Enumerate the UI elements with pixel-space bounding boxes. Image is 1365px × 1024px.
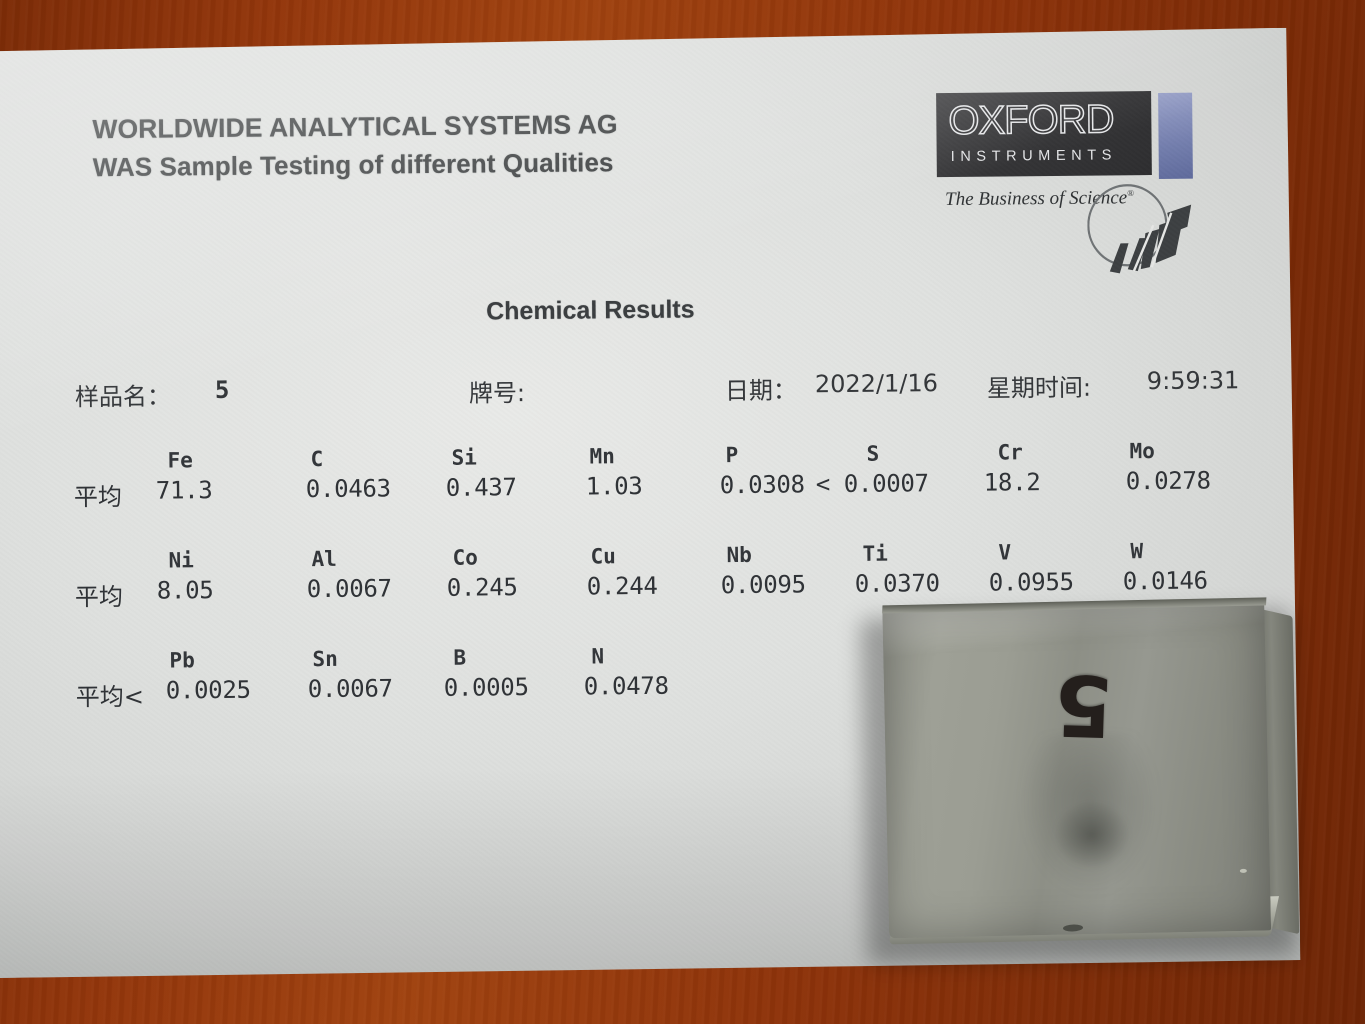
symbol-ti: Ti xyxy=(862,541,888,566)
symbol-cr: Cr xyxy=(997,440,1023,465)
sample-name-value: 5 xyxy=(214,375,230,405)
section-title: Chemical Results xyxy=(486,295,695,326)
symbol-pb: Pb xyxy=(169,648,195,673)
oxford-instruments-logo: OXFORD INSTRUMENTS The Business of Scien… xyxy=(936,91,1196,293)
value-pb: 0.0025 xyxy=(165,675,251,705)
symbol-s: S xyxy=(866,441,880,466)
time-label: 星期时间: xyxy=(986,373,1092,403)
coupon-top-face: 5 xyxy=(882,600,1272,939)
report-header: WORLDWIDE ANALYTICAL SYSTEMS AG WAS Samp… xyxy=(92,104,793,185)
row-label-average: 平均 xyxy=(74,582,124,612)
value-b: 0.0005 xyxy=(443,673,529,702)
value-nb: 0.0095 xyxy=(720,570,806,600)
row-label-average: 平均 xyxy=(73,482,123,512)
sample-name-label: 样品名： xyxy=(74,382,172,412)
value-sn: 0.0067 xyxy=(307,674,393,704)
value-ti: 0.0370 xyxy=(854,569,940,598)
symbol-nb: Nb xyxy=(726,542,752,568)
symbol-b: B xyxy=(453,645,467,670)
value-n: 0.0478 xyxy=(583,671,669,701)
value-mn: 1.03 xyxy=(585,471,643,501)
element-block-2: 平均 Ni 8.05 Al 0.0067 Co 0.245 Cu 0.244 N… xyxy=(0,536,1297,595)
symbol-mn: Mn xyxy=(589,444,615,469)
value-w: 0.0146 xyxy=(1122,566,1208,596)
symbol-fe: Fe xyxy=(167,448,193,473)
value-si: 0.437 xyxy=(445,473,517,502)
logo-brand-word: OXFORD xyxy=(948,97,1114,143)
logo-brand-subword: INSTRUMENTS xyxy=(950,147,1118,165)
logo-accent-bar xyxy=(1158,93,1193,179)
symbol-w: W xyxy=(1130,539,1144,564)
row-label-average-lt: 平均< xyxy=(75,682,145,712)
logo-dark-box: OXFORD INSTRUMENTS xyxy=(936,91,1152,177)
report-meta-row: 样品名： 5 牌号: 日期： 2022/1/16 星期时间: 9:59:31 xyxy=(0,366,1295,419)
value-mo: 0.0278 xyxy=(1125,466,1211,496)
coupon-handwritten-marking: 5 xyxy=(1052,655,1115,756)
symbol-ni: Ni xyxy=(168,548,194,573)
date-value: 2022/1/16 xyxy=(814,369,939,399)
time-value: 9:59:31 xyxy=(1146,366,1240,396)
symbol-al: Al xyxy=(311,546,337,572)
printed-report-sheet: WORLDWIDE ANALYTICAL SYSTEMS AG WAS Samp… xyxy=(0,28,1300,979)
symbol-cu: Cu xyxy=(590,544,616,569)
symbol-v: V xyxy=(998,540,1012,565)
was-swoosh-icon xyxy=(1087,183,1198,276)
value-fe: 71.3 xyxy=(155,476,213,505)
value-cr: 18.2 xyxy=(983,468,1041,497)
value-cu: 0.244 xyxy=(586,571,658,601)
value-ni: 8.05 xyxy=(156,576,214,605)
value-al: 0.0067 xyxy=(306,574,392,604)
grade-label: 牌号: xyxy=(468,379,526,408)
value-c: 0.0463 xyxy=(305,474,391,504)
symbol-sn: Sn xyxy=(312,646,338,672)
symbol-c: C xyxy=(310,447,324,472)
symbol-mo: Mo xyxy=(1129,439,1155,464)
value-p: 0.0308 xyxy=(719,470,805,500)
symbol-p: P xyxy=(725,443,739,468)
metal-sample-coupon: 5 xyxy=(860,597,1317,968)
element-block-2-row: 平均 Ni 8.05 Al 0.0067 Co 0.245 Cu 0.244 N… xyxy=(0,536,1297,595)
date-label: 日期： xyxy=(724,376,798,406)
element-block-1-row: 平均 Fe 71.3 C 0.0463 Si 0.437 Mn 1.03 P 0… xyxy=(0,436,1296,495)
symbol-co: Co xyxy=(452,545,478,570)
less-than-sign-s: < xyxy=(815,470,831,499)
symbol-n: N xyxy=(591,644,605,669)
company-name-line2: WAS Sample Testing of different Qualitie… xyxy=(92,146,614,182)
element-block-1: 平均 Fe 71.3 C 0.0463 Si 0.437 Mn 1.03 P 0… xyxy=(0,436,1296,495)
value-s: 0.0007 xyxy=(843,469,929,499)
coupon-surface-spot xyxy=(1052,799,1132,871)
symbol-si: Si xyxy=(451,445,477,470)
value-co: 0.245 xyxy=(446,573,518,602)
coupon-surface-nick xyxy=(1239,868,1247,873)
value-v: 0.0955 xyxy=(988,567,1074,597)
